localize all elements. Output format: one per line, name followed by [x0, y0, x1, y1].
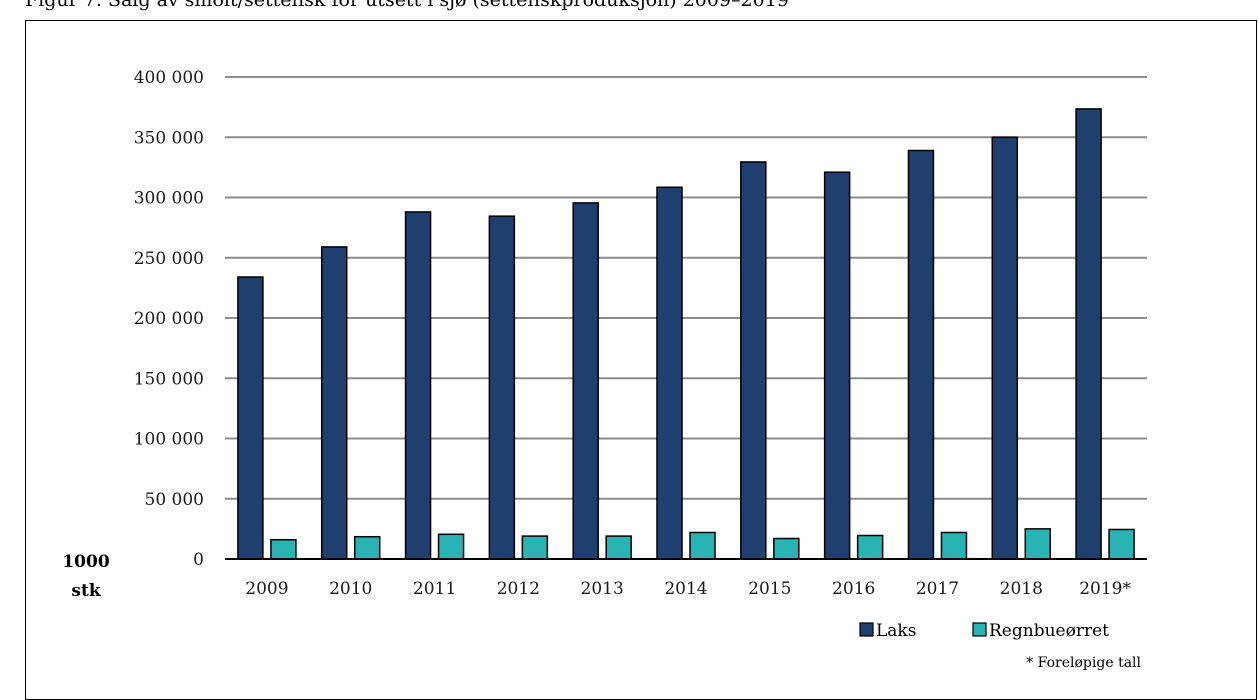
- x-tick-label: 2011: [413, 579, 456, 599]
- legend-label: Regnbueørret: [989, 621, 1109, 641]
- bar-regnbue-rret-2014: [689, 531, 716, 560]
- x-tick-label: 2015: [748, 579, 791, 599]
- x-tick-label: 2019*: [1079, 579, 1131, 599]
- legend: Laks Regnbueørret: [859, 621, 1109, 641]
- x-tick-labels: 2009 2010 2011 2012 2013 2014 2015 2016 2017 2018…: [245, 579, 1131, 599]
- y-tick-label: 50 000: [145, 490, 204, 510]
- y-tick-label: 150 000: [134, 369, 204, 389]
- y-tick-label: 100 000: [134, 430, 204, 450]
- bar-laks-2011: [404, 211, 432, 560]
- y-tick-label: 350 000: [134, 128, 204, 148]
- bar-regnbue-rret-2012: [521, 535, 549, 560]
- bar-regnbue-rret-2018: [1024, 528, 1052, 560]
- bar-regnbue-rret-2013: [605, 535, 632, 560]
- bar-laks-2009: [237, 276, 264, 560]
- y-tick-label: 300 000: [134, 189, 204, 209]
- bar-laks-2017: [907, 149, 935, 560]
- y-tick-labels: 0 50 000 100 000 150 000 200 000 250 000 300 0…: [134, 68, 204, 570]
- bar-laks-2012: [488, 215, 516, 560]
- bar-regnbue-rret-2010: [353, 535, 381, 560]
- legend-swatch: [859, 622, 874, 637]
- bar-laks-2013: [572, 202, 599, 560]
- legend-swatch: [972, 622, 987, 637]
- bar-regnbue-rret-2011: [437, 533, 465, 560]
- bar-laks-2015: [740, 161, 767, 560]
- x-tick-label: 2016: [832, 579, 875, 599]
- footnote: * Foreløpige tall: [1026, 655, 1141, 671]
- x-tick-label: 2017: [916, 579, 959, 599]
- x-tick-label: 2013: [581, 579, 624, 599]
- x-tick-label: 2018: [1000, 579, 1043, 599]
- bar-regnbue-rret-2009: [270, 538, 297, 560]
- x-tick-label: 2010: [329, 579, 372, 599]
- x-tick-label: 2014: [664, 579, 707, 599]
- bar-regnbue-rret-2019: [1108, 528, 1135, 560]
- y-tick-label: 0: [193, 550, 204, 570]
- y-unit-label-line1: 1000: [62, 552, 109, 572]
- y-unit-label-line2: stk: [71, 581, 101, 601]
- bar-regnbue-rret-2016: [856, 534, 884, 560]
- bar-regnbue-rret-2015: [773, 537, 800, 560]
- bar-regnbue-rret-2017: [940, 531, 968, 560]
- x-tick-label: 2009: [245, 579, 288, 599]
- legend-label: Laks: [876, 621, 916, 641]
- y-tick-label: 200 000: [134, 309, 204, 329]
- bar-laks-2018: [991, 136, 1019, 560]
- figure-caption: Figur 7. Salg av smolt/settefisk for uts…: [25, 0, 789, 11]
- y-tick-label: 400 000: [134, 68, 204, 88]
- y-tick-label: 250 000: [134, 249, 204, 269]
- bar-laks-2016: [823, 171, 851, 560]
- bars: [237, 108, 1135, 560]
- x-tick-label: 2012: [497, 579, 540, 599]
- bar-laks-2019: [1075, 108, 1102, 560]
- bar-laks-2010: [320, 246, 348, 560]
- bar-laks-2014: [656, 186, 683, 560]
